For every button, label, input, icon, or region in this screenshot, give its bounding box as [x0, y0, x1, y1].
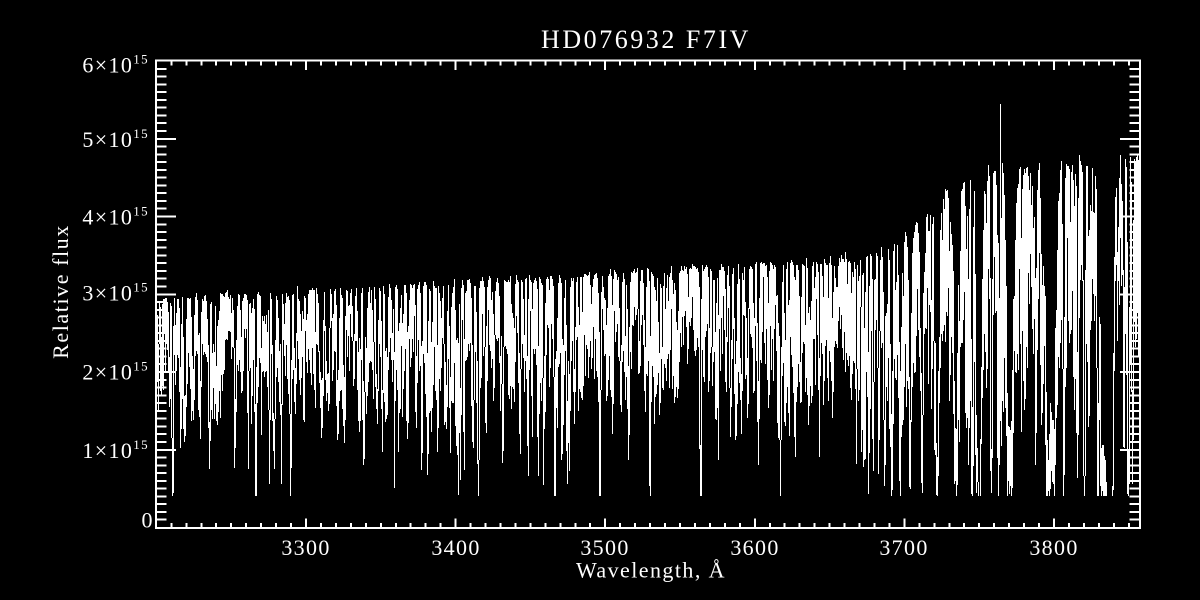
svg-text:3800: 3800 — [1029, 535, 1078, 560]
svg-text:HD076932 F7IV: HD076932 F7IV — [541, 25, 751, 54]
svg-text:3500: 3500 — [580, 535, 629, 560]
svg-text:3300: 3300 — [281, 535, 330, 560]
svg-text:Wavelength, Å: Wavelength, Å — [576, 558, 726, 583]
svg-text:3700: 3700 — [879, 535, 928, 560]
svg-text:1×1015: 1×1015 — [82, 437, 149, 463]
svg-text:Relative flux: Relative flux — [48, 224, 73, 359]
svg-text:3400: 3400 — [431, 535, 480, 560]
svg-text:0: 0 — [142, 508, 153, 533]
svg-text:3600: 3600 — [730, 535, 779, 560]
